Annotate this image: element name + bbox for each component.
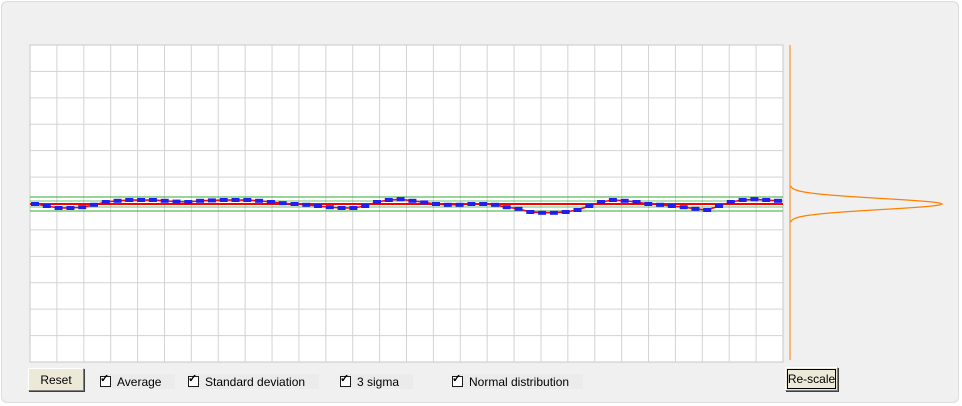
data-point: [196, 198, 205, 203]
data-point: [644, 202, 653, 206]
data-point: [561, 210, 570, 214]
data-point: [278, 201, 287, 206]
data-point: [54, 206, 63, 210]
data-point: [491, 202, 499, 207]
data-point: [620, 198, 629, 203]
three-sigma-checkbox[interactable]: ✓ 3 sigma: [340, 373, 414, 389]
data-series-line: [34, 198, 779, 214]
chart-points: [31, 197, 782, 215]
data-point: [184, 200, 193, 204]
three-sigma-checkbox-label: 3 sigma: [357, 374, 400, 389]
data-point: [455, 202, 464, 207]
average-checkbox-label: Average: [117, 374, 162, 389]
data-point: [325, 205, 334, 210]
checkbox-box[interactable]: ✓: [452, 373, 463, 387]
data-point: [762, 198, 771, 202]
data-point: [502, 205, 511, 210]
data-point: [420, 200, 429, 205]
data-point: [243, 198, 252, 202]
data-point: [679, 205, 688, 210]
data-point: [373, 200, 381, 204]
checkbox-box[interactable]: ✓: [340, 373, 351, 387]
checkbox-box[interactable]: ✓: [100, 373, 111, 387]
rescale-button-label: Re-scale: [787, 372, 836, 386]
data-point: [632, 200, 641, 204]
data-point: [408, 198, 417, 203]
standard-deviation-checkbox[interactable]: ✓ Standard deviation: [188, 373, 320, 389]
data-point: [538, 210, 547, 215]
data-point: [314, 204, 322, 208]
data-point: [432, 202, 440, 206]
data-point: [266, 200, 275, 204]
data-point: [148, 198, 157, 202]
data-point: [137, 198, 146, 202]
data-point: [113, 198, 122, 203]
normal-distribution-checkbox[interactable]: ✓ Normal distribution: [452, 373, 584, 389]
data-point: [443, 202, 452, 207]
distribution-panel: [789, 45, 944, 360]
data-point: [42, 204, 51, 208]
standard-deviation-checkbox-label: Standard deviation: [205, 374, 306, 389]
data-point: [31, 202, 39, 206]
data-point: [726, 200, 735, 204]
data-point: [160, 198, 169, 203]
normal-distribution-curve: [790, 185, 944, 223]
reset-button[interactable]: Reset: [28, 368, 84, 391]
data-point: [750, 197, 759, 202]
checkmark-icon: ✓: [452, 373, 462, 385]
data-point: [656, 202, 665, 207]
checkmark-icon: ✓: [340, 373, 350, 385]
data-point: [585, 204, 594, 208]
data-point: [349, 206, 358, 210]
data-point: [207, 198, 216, 203]
data-point: [255, 198, 264, 203]
checkmark-icon: ✓: [188, 373, 198, 385]
data-point: [597, 200, 606, 204]
data-point: [172, 199, 181, 204]
data-point: [479, 202, 488, 206]
checkmark-icon: ✓: [100, 373, 110, 385]
rescale-button[interactable]: Re-scale: [785, 367, 838, 391]
data-point: [101, 200, 110, 204]
data-point: [66, 206, 75, 210]
data-point: [361, 204, 370, 208]
data-point: [290, 202, 299, 206]
data-point: [549, 210, 558, 215]
data-point: [667, 204, 676, 208]
data-point: [573, 208, 582, 212]
reset-button-label: Reset: [40, 372, 72, 387]
data-point: [715, 204, 723, 208]
data-point: [90, 202, 98, 207]
data-point: [384, 198, 393, 202]
data-point: [231, 198, 240, 202]
data-point: [78, 205, 87, 210]
data-point: [302, 202, 311, 207]
data-point: [774, 198, 782, 203]
data-point: [703, 208, 712, 212]
checkbox-box[interactable]: ✓: [188, 373, 199, 387]
data-point: [125, 198, 134, 202]
data-point: [219, 198, 228, 202]
data-point: [514, 206, 523, 211]
data-point: [608, 198, 617, 202]
normal-distribution-checkbox-label: Normal distribution: [469, 374, 570, 389]
data-point: [467, 202, 476, 206]
data-point: [396, 197, 405, 202]
average-checkbox[interactable]: ✓ Average: [100, 373, 176, 389]
data-point: [691, 206, 700, 211]
data-point: [337, 206, 346, 210]
data-point: [738, 198, 747, 202]
data-point: [526, 210, 535, 214]
